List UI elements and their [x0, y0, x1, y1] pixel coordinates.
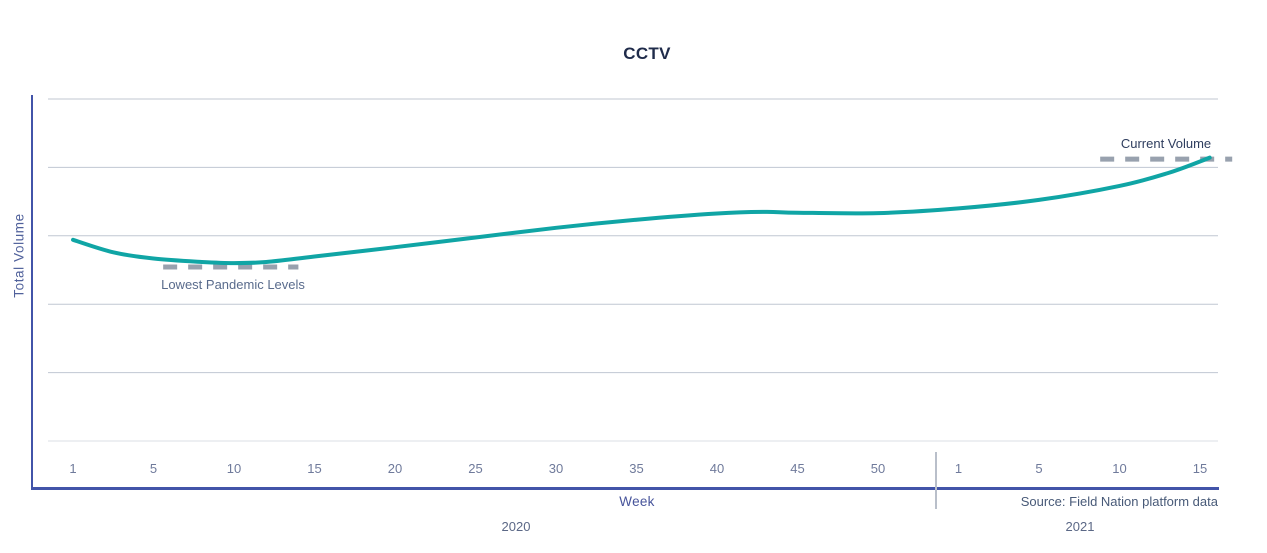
source-caption: Source: Field Nation platform data [1020, 494, 1218, 509]
year-label-2021: 2021 [1065, 519, 1095, 534]
x-tick-label: 20 [387, 461, 403, 476]
year-divider-line [935, 452, 937, 509]
x-tick-label: 35 [629, 461, 644, 476]
year-label-2020: 2020 [501, 519, 531, 534]
volume-line-series [71, 155, 1212, 266]
y-axis-line [31, 95, 33, 490]
x-tick-label: 40 [709, 461, 725, 476]
x-axis-title: Week [619, 494, 655, 509]
annotation-lowest-pandemic-label: Lowest Pandemic Levels [161, 277, 305, 292]
x-tick-label: 1 [69, 461, 77, 476]
x-tick-label: 15 [1192, 461, 1208, 476]
x-tick-label: 10 [1112, 461, 1127, 476]
annotation-current-volume-label: Current Volume [1120, 136, 1212, 151]
x-tick-label: 10 [226, 461, 242, 476]
x-tick-label: 25 [468, 461, 483, 476]
x-tick-label: 1 [954, 461, 963, 476]
x-tick-label: 15 [307, 461, 322, 476]
x-axis-line [31, 487, 1219, 490]
chart-title: CCTV [623, 44, 671, 63]
x-tick-label: 5 [1035, 461, 1043, 476]
x-tick-label: 30 [548, 461, 564, 476]
x-tick-label: 45 [790, 461, 805, 476]
x-tick-label: 50 [870, 461, 886, 476]
x-tick-label: 5 [149, 461, 158, 476]
